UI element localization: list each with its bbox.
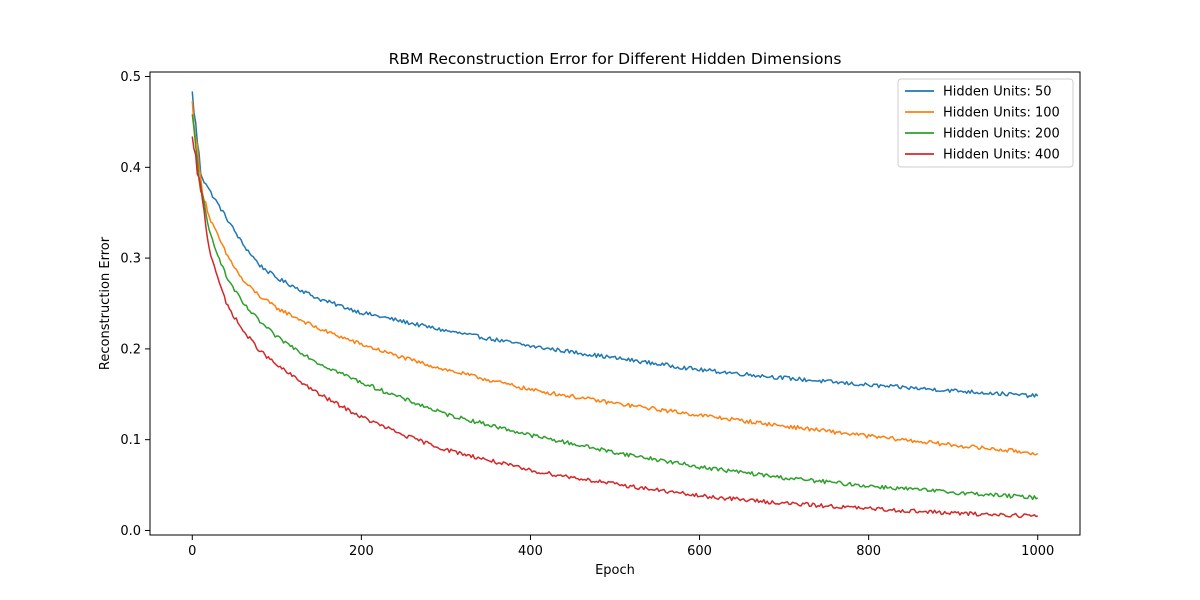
series-line-4 xyxy=(191,136,1038,519)
x-tick-label: 0 xyxy=(188,544,196,559)
x-tick-label: 800 xyxy=(856,544,881,559)
y-tick-label: 0.4 xyxy=(120,161,141,176)
chart-title: RBM Reconstruction Error for Different H… xyxy=(389,50,842,68)
legend-label-1: Hidden Units: 50 xyxy=(943,85,1052,100)
y-axis-label: Reconstruction Error xyxy=(98,236,113,370)
y-tick-label: 0.1 xyxy=(120,433,141,448)
series-line-1 xyxy=(191,91,1039,399)
x-tick-label: 600 xyxy=(687,544,712,559)
x-axis-label: Epoch xyxy=(595,563,635,578)
legend: Hidden Units: 50 Hidden Units: 100 Hidden … xyxy=(897,78,1074,168)
legend-label-4: Hidden Units: 400 xyxy=(943,148,1060,163)
x-axis: 0 200 400 600 800 1000 xyxy=(188,535,1054,559)
series-lines xyxy=(191,91,1039,519)
axes-frame xyxy=(149,71,1081,536)
series-line-3 xyxy=(191,114,1039,501)
y-tick-label: 0.5 xyxy=(120,70,141,85)
y-tick-label: 0.0 xyxy=(120,524,141,539)
legend-label-3: Hidden Units: 200 xyxy=(943,127,1060,142)
x-tick-label: 1000 xyxy=(1021,544,1054,559)
x-tick-label: 200 xyxy=(349,544,374,559)
y-tick-label: 0.2 xyxy=(120,342,141,357)
y-axis: 0.0 0.1 0.2 0.3 0.4 0.5 xyxy=(120,70,150,539)
legend-box xyxy=(897,78,1074,168)
x-tick-label: 400 xyxy=(518,544,543,559)
series-line-2 xyxy=(191,100,1039,456)
y-tick-label: 0.3 xyxy=(120,252,141,267)
legend-label-2: Hidden Units: 100 xyxy=(943,106,1060,121)
